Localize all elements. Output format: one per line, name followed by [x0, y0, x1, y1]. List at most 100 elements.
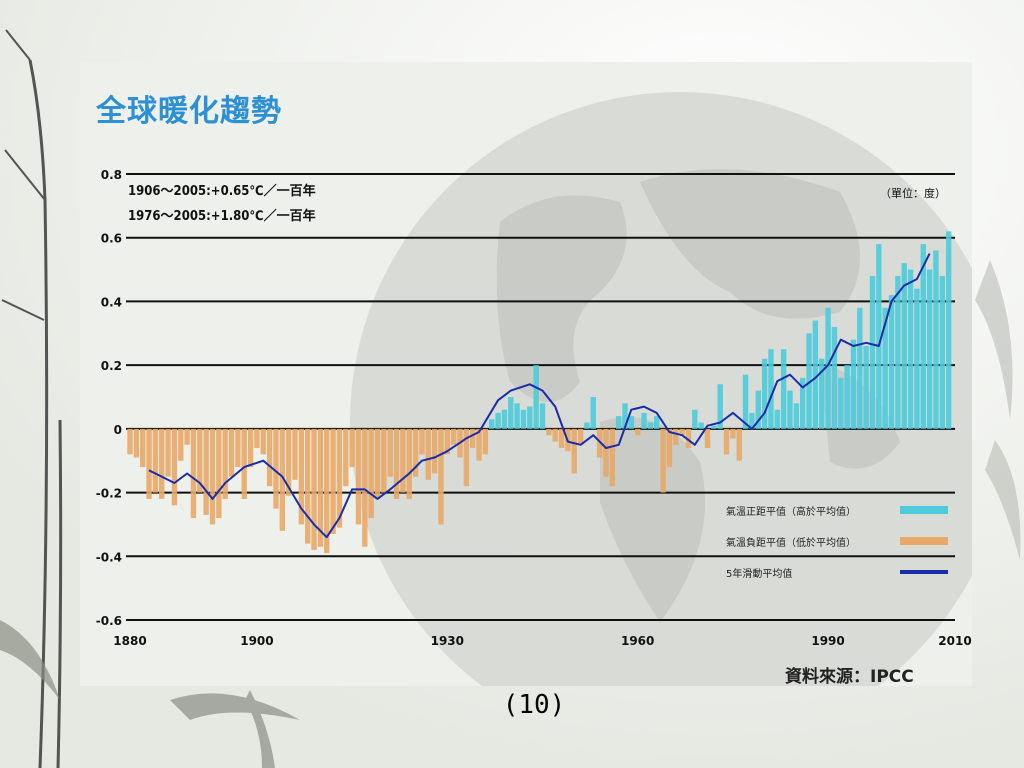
bar-positive [514, 403, 520, 429]
bar-positive [768, 349, 774, 429]
bar-negative [336, 428, 343, 528]
bar-negative [184, 428, 190, 445]
bar-negative [355, 428, 362, 525]
bar-positive [799, 377, 806, 429]
bar-negative [266, 428, 273, 487]
x-axis-ticks: 1880 1900 1930 1960 1990 2010 [113, 634, 971, 648]
bar-negative [285, 428, 292, 496]
bar-negative [400, 428, 406, 493]
bar-negative [685, 428, 692, 448]
bar-negative [260, 428, 266, 455]
x-tick-label: 1990 [811, 634, 844, 648]
y-tick-label: 0.2 [101, 359, 122, 373]
legend-label: 氣溫負距平值（低於平均值） [726, 538, 856, 549]
bar-negative [222, 428, 228, 499]
bar-positive [787, 390, 793, 429]
bar-negative [247, 428, 254, 468]
bar-positive [654, 416, 660, 429]
bar-positive [590, 397, 596, 429]
bar-negative [133, 428, 140, 458]
x-tick-label: 1960 [621, 634, 654, 648]
bar-positive [920, 244, 926, 429]
bar-positive [520, 409, 527, 429]
bar-negative [298, 428, 305, 525]
bar-negative [406, 428, 412, 499]
legend-positive-anomaly: 氣溫正距平值（高於平均值） [726, 502, 962, 518]
x-tick-label: 2010 [938, 634, 971, 648]
bar-negative [419, 428, 425, 455]
y-tick-label: 0.8 [101, 168, 122, 182]
leaves-bottom-decoration [0, 620, 300, 768]
trend-annotation-1976: 1976～2005:+1.80℃／一百年 [128, 209, 316, 224]
trend-annotation-1906: 1906～2005:+0.65℃／一百年 [128, 184, 316, 199]
y-tick-label: -0.2 [96, 487, 122, 501]
legend-label: 5年滑動平均值 [726, 569, 793, 580]
bar-negative [209, 428, 216, 525]
bar-positive [876, 244, 882, 429]
bar-positive [692, 409, 698, 429]
bar-negative [374, 428, 381, 499]
source-label: 資料來源：IPCC [785, 667, 914, 686]
bar-negative [228, 428, 235, 477]
chart-plot: 0.8 0.6 0.4 0.2 0 -0.2 -0.4 -0.6 1880 1900 1930 19… [96, 92, 972, 686]
bar-negative [450, 428, 457, 445]
bar-positive [857, 307, 863, 429]
bamboo-left-decoration [1, 29, 63, 768]
bar-positive [489, 419, 495, 429]
y-tick-label: -0.4 [96, 550, 122, 564]
bar-negative [482, 428, 489, 455]
bar-positive [641, 412, 647, 429]
x-tick-label: 1900 [240, 634, 273, 648]
bar-positive [761, 358, 768, 429]
bar-positive [527, 406, 533, 429]
bar-negative [349, 428, 355, 468]
bar-negative [571, 428, 577, 474]
bar-positive [882, 307, 888, 429]
bar-negative [666, 428, 673, 468]
bar-negative [704, 428, 711, 448]
bar-negative [609, 428, 616, 487]
bar-positive [647, 422, 654, 429]
bar-positive [508, 397, 514, 429]
bar-positive [780, 349, 787, 429]
globe-background [350, 92, 972, 686]
bar-positive [717, 384, 723, 429]
bar-positive [584, 422, 590, 429]
y-axis-ticks: 0.8 0.6 0.4 0.2 0 -0.2 -0.4 -0.6 [96, 168, 122, 628]
bar-positive [838, 377, 844, 429]
bar-positive [933, 250, 939, 429]
bar-negative [393, 428, 400, 499]
bar-negative [730, 428, 736, 439]
bar-negative [311, 428, 317, 550]
bar-negative [552, 428, 558, 442]
bar-negative [292, 428, 298, 480]
bar-positive [533, 365, 539, 429]
bar-positive [850, 339, 857, 429]
bar-negative [159, 428, 165, 499]
x-tick-label: 1930 [431, 634, 464, 648]
bar-negative [152, 428, 159, 493]
bar-negative [634, 428, 641, 436]
bar-negative [330, 428, 336, 534]
bar-negative [368, 428, 374, 519]
bar-negative [304, 428, 311, 544]
anomaly-bars [127, 231, 952, 554]
legend-swatch-average [900, 570, 948, 574]
bar-positive [895, 275, 901, 429]
bar-negative [197, 428, 203, 493]
bar-negative [317, 428, 324, 547]
bar-negative [190, 428, 197, 519]
bar-negative [444, 428, 451, 455]
bar-positive [698, 422, 704, 429]
bar-negative [438, 428, 444, 525]
bar-negative [463, 428, 470, 487]
bar-positive [907, 269, 914, 429]
chart-title: 全球暖化趨勢 [96, 94, 282, 129]
legend-negative-anomaly: 氣溫負距平值（低於平均值） [726, 533, 962, 549]
bar-negative [381, 428, 387, 493]
bar-negative [723, 428, 730, 455]
bar-negative [412, 428, 419, 477]
bar-positive [806, 333, 812, 429]
bar-positive [926, 269, 933, 429]
bar-negative [425, 428, 431, 480]
